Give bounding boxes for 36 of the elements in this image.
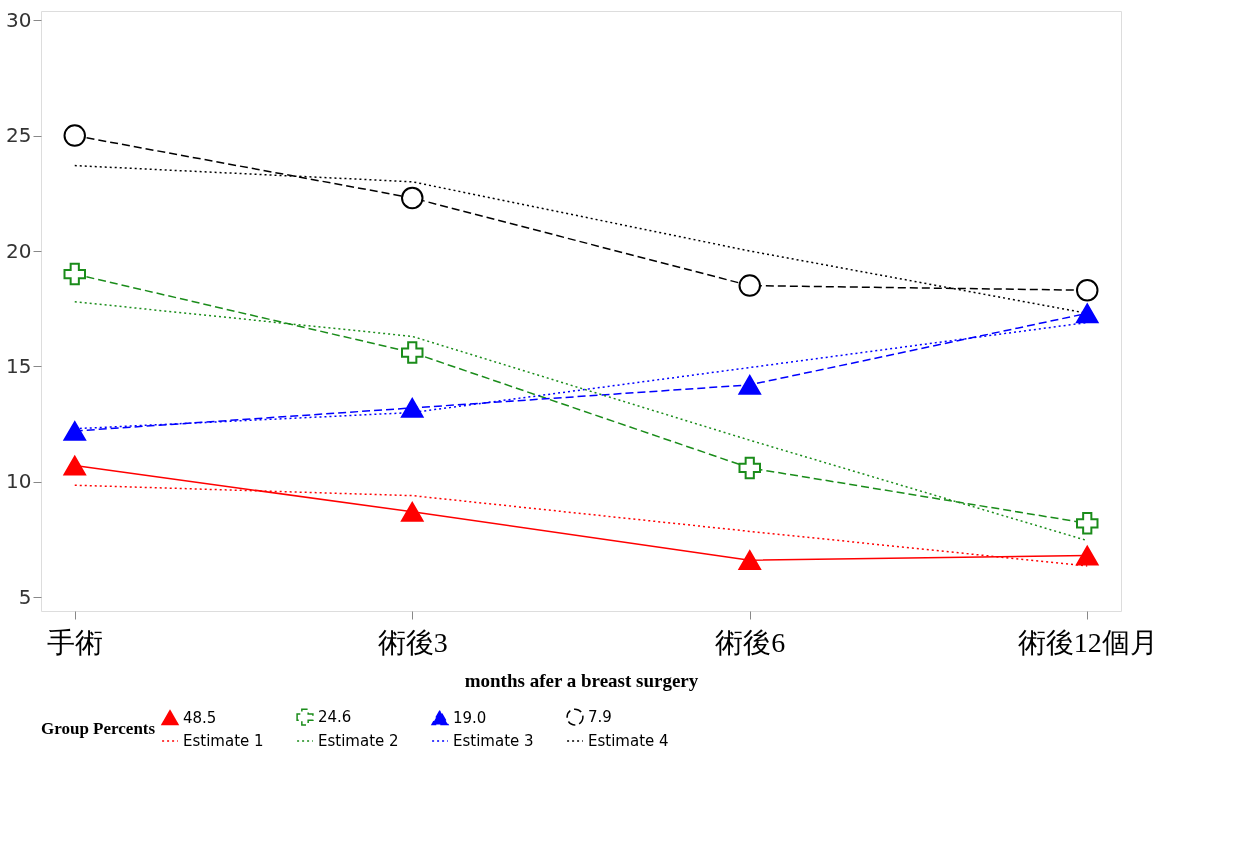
- legend-title: Group Percents: [41, 719, 156, 738]
- point: [63, 262, 86, 286]
- point: [63, 421, 86, 441]
- point: [401, 186, 424, 210]
- y-tick-label: 20: [6, 238, 32, 263]
- point: [738, 274, 761, 297]
- point: [1076, 303, 1099, 324]
- legend-label: 19.0: [453, 708, 487, 727]
- legend-label: Estimate 3: [453, 732, 534, 750]
- y-tick-label: 25: [6, 123, 32, 148]
- point: [738, 550, 761, 571]
- x-tick-label: 術後3: [377, 626, 448, 658]
- x-tick-label: 手術: [47, 626, 104, 658]
- y-tick-label: 10: [6, 469, 32, 494]
- y-tick-label: 15: [6, 353, 32, 378]
- point: [738, 456, 761, 480]
- point: [63, 124, 86, 147]
- point: [401, 398, 424, 418]
- legend-label: 24.6: [318, 708, 352, 727]
- point: [1076, 279, 1099, 302]
- point: [738, 374, 761, 395]
- point: [63, 455, 86, 476]
- x-axis-title: months afer a breast surgery: [464, 669, 699, 691]
- y-tick-label: 30: [6, 7, 32, 32]
- x-tick-label: 術後6: [715, 626, 786, 658]
- point: [401, 341, 424, 364]
- legend-label: Estimate 4: [588, 732, 669, 750]
- point: [401, 501, 424, 522]
- legend-label: Estimate 2: [318, 732, 399, 750]
- legend-label: 48.5: [183, 708, 217, 727]
- point: [1076, 512, 1099, 535]
- point: [1076, 545, 1099, 566]
- legend-label: 7.9: [588, 708, 612, 727]
- y-tick-label: 5: [18, 584, 32, 609]
- x-tick-label: 術後12個月: [1017, 626, 1158, 658]
- legend-label: Estimate 1: [183, 732, 264, 750]
